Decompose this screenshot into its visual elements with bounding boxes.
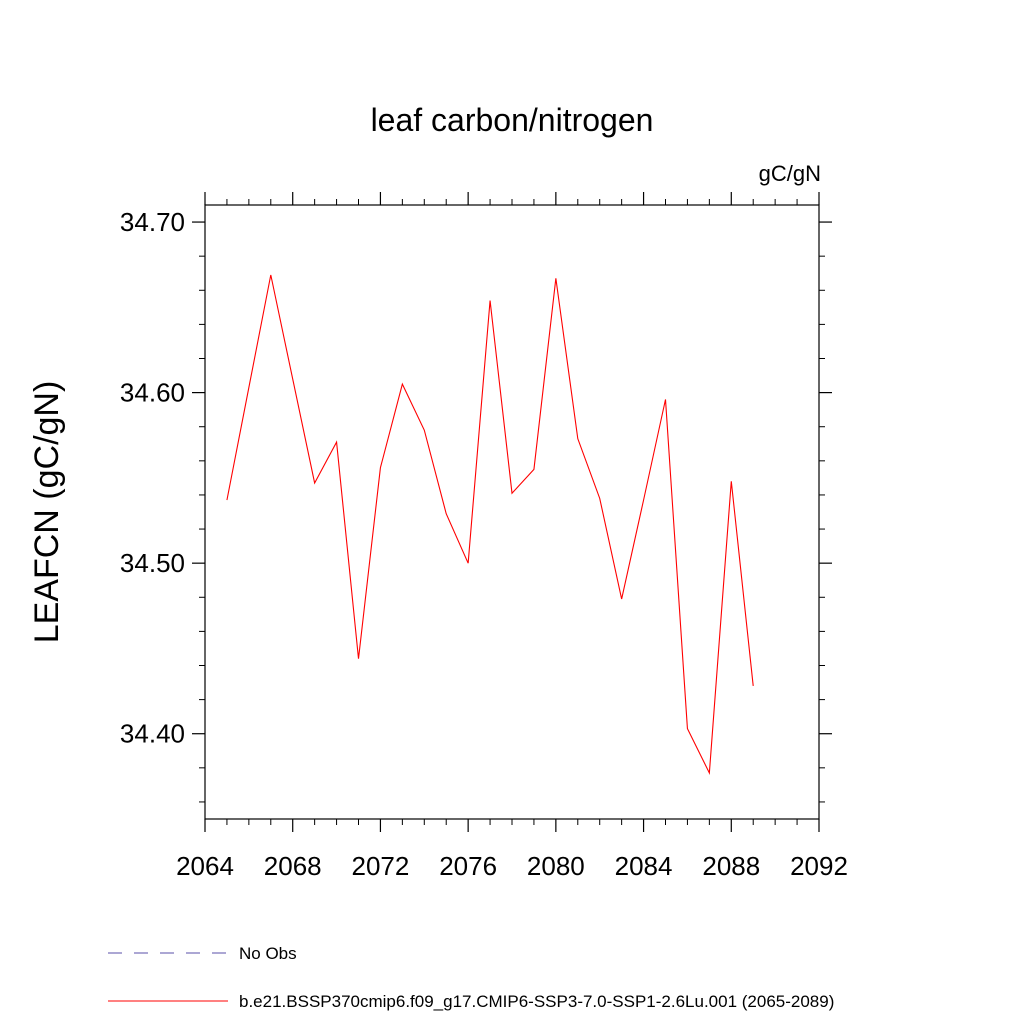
y-axis-label: LEAFCN (gC/gN)	[28, 381, 66, 644]
series-layer	[226, 274, 754, 775]
legend: No Obs b.e21.BSSP370cmip6.f09_g17.CMIP6-…	[108, 944, 834, 1011]
y-tick-label: 34.60	[120, 378, 185, 408]
x-tick-label: 2072	[352, 851, 410, 881]
chart-title: leaf carbon/nitrogen	[371, 102, 654, 138]
y-tick-label: 34.70	[120, 207, 185, 237]
y-tick-labels: 34.40 34.50 34.60 34.70	[120, 207, 185, 749]
y-tick-label: 34.50	[120, 548, 185, 578]
x-tick-label: 2068	[264, 851, 322, 881]
x-tick-label: 2088	[702, 851, 760, 881]
x-tick-label: 2084	[615, 851, 673, 881]
units-label: gC/gN	[759, 161, 821, 186]
major-ticks	[192, 192, 832, 832]
x-tick-label: 2076	[439, 851, 497, 881]
x-tick-label: 2092	[790, 851, 848, 881]
legend-label-model-run: b.e21.BSSP370cmip6.f09_g17.CMIP6-SSP3-7.…	[239, 992, 834, 1011]
plot-frame	[204, 204, 820, 820]
x-tick-label: 2080	[527, 851, 585, 881]
legend-label-no-obs: No Obs	[239, 944, 297, 963]
series-line	[226, 274, 754, 775]
x-tick-labels: 2064 2068 2072 2076 2080 2084 2088 2092	[176, 851, 848, 881]
x-tick-label: 2064	[176, 851, 234, 881]
y-tick-label: 34.40	[120, 719, 185, 749]
minor-ticks	[199, 199, 825, 825]
